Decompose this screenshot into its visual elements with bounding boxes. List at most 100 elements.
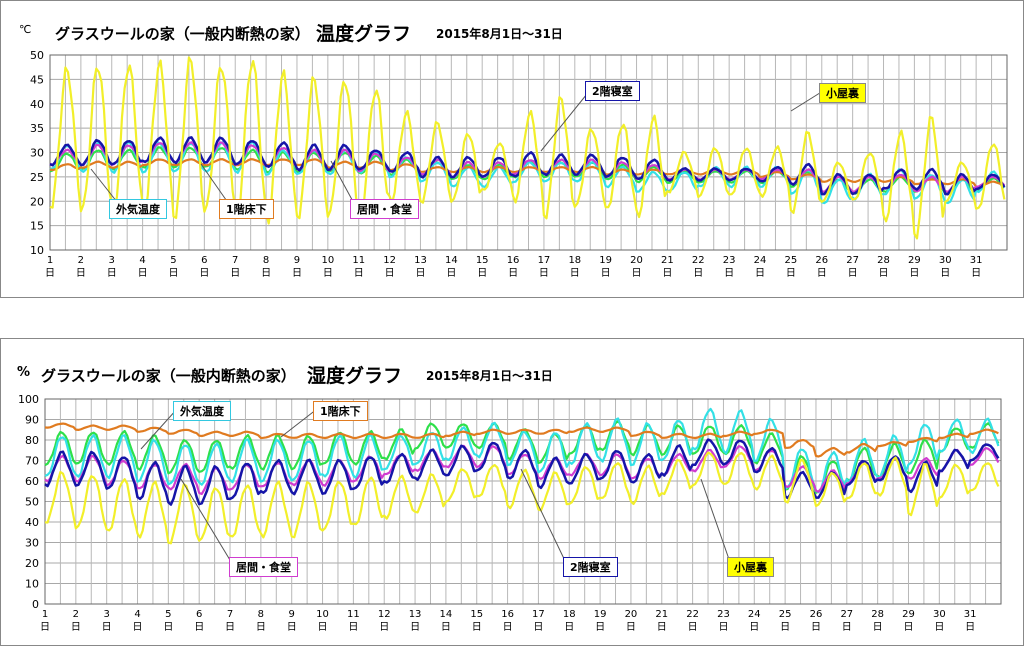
hum-xtick-suffix: 日 [873, 622, 883, 633]
hum-xtick-label: 6 [196, 609, 202, 620]
hum-callout-leader [520, 468, 568, 566]
temp-xtick-suffix: 日 [230, 268, 240, 279]
temp-xtick-suffix: 日 [354, 268, 364, 279]
temp-xtick-label: 22 [692, 255, 705, 266]
hum-ytick-label: 80 [25, 434, 39, 447]
hum-xtick-label: 27 [840, 609, 853, 620]
hum-xtick-suffix: 日 [965, 622, 975, 633]
hum-series-line [44, 444, 1000, 495]
temp-xtick-suffix: 日 [138, 268, 148, 279]
hum-callout-leader [700, 478, 732, 566]
hum-callout-leader [280, 408, 318, 438]
temp-xtick-suffix: 日 [940, 268, 950, 279]
temp-xtick-suffix: 日 [385, 268, 395, 279]
hum-xtick-label: 16 [501, 609, 514, 620]
hum-label-bedroom: 2階寝室 [563, 557, 618, 577]
temp-xtick-label: 2 [78, 255, 84, 266]
hum-xtick-label: 15 [470, 609, 483, 620]
hum-xtick-suffix: 日 [718, 622, 728, 633]
temp-xtick-suffix: 日 [570, 268, 580, 279]
temp-xtick-label: 23 [723, 255, 736, 266]
hum-xtick-label: 10 [316, 609, 329, 620]
hum-xtick-label: 20 [625, 609, 638, 620]
temp-xtick-label: 15 [476, 255, 489, 266]
temp-xtick-label: 14 [445, 255, 458, 266]
temp-ytick-label: 10 [30, 244, 44, 257]
temp-xtick-label: 1 [47, 255, 53, 266]
hum-ytick-label: 60 [25, 475, 39, 488]
hum-xtick-suffix: 日 [503, 622, 513, 633]
hum-xtick-label: 2 [73, 609, 79, 620]
temp-xtick-label: 27 [846, 255, 859, 266]
temp-ytick-label: 15 [30, 220, 44, 233]
temp-xtick-label: 20 [630, 255, 643, 266]
hum-xtick-suffix: 日 [379, 622, 389, 633]
hum-xtick-suffix: 日 [533, 622, 543, 633]
hum-xtick-label: 11 [347, 609, 360, 620]
hum-xtick-label: 30 [933, 609, 946, 620]
temp-xtick-label: 11 [352, 255, 365, 266]
hum-xtick-suffix: 日 [780, 622, 790, 633]
temp-label-bedroom: 2階寝室 [585, 81, 640, 101]
hum-xtick-label: 18 [563, 609, 576, 620]
temp-xtick-label: 6 [201, 255, 207, 266]
temp-chart-title-big: 温度グラフ [316, 23, 412, 45]
hum-ytick-label: 0 [32, 598, 39, 611]
temp-xtick-label: 19 [599, 255, 612, 266]
hum-ytick-label: 20 [25, 557, 39, 570]
temp-chart-subtitle: 2015年8月1日～31日 [436, 27, 563, 41]
hum-ytick-label: 10 [25, 578, 39, 591]
hum-ytick-label: 90 [25, 414, 39, 427]
temp-ytick-label: 40 [30, 98, 44, 111]
temp-plot-border [49, 54, 1008, 251]
hum-xtick-suffix: 日 [133, 622, 143, 633]
temp-xtick-label: 3 [109, 255, 115, 266]
temp-xtick-label: 4 [139, 255, 145, 266]
temp-xtick-label: 18 [568, 255, 581, 266]
hum-xtick-suffix: 日 [472, 622, 482, 633]
hum-xtick-suffix: 日 [903, 622, 913, 633]
hum-xtick-suffix: 日 [657, 622, 667, 633]
temp-series-line [49, 141, 1006, 205]
hum-xtick-label: 24 [748, 609, 761, 620]
temp-xtick-label: 24 [754, 255, 767, 266]
temp-series-line [49, 136, 1006, 196]
temp-xtick-suffix: 日 [508, 268, 518, 279]
temp-xtick-label: 29 [908, 255, 921, 266]
hum-xtick-label: 22 [686, 609, 699, 620]
temp-label-outdoor: 外気温度 [109, 199, 167, 219]
hum-xtick-suffix: 日 [163, 622, 173, 633]
temp-xtick-suffix: 日 [539, 268, 549, 279]
temp-xtick-suffix: 日 [755, 268, 765, 279]
hum-callout-leader [140, 408, 178, 450]
hum-xtick-label: 4 [134, 609, 140, 620]
temp-xtick-label: 12 [383, 255, 396, 266]
hum-xtick-suffix: 日 [71, 622, 81, 633]
temp-callout-leader [540, 88, 592, 152]
hum-label-outdoor: 外気温度 [173, 401, 231, 421]
hum-xtick-label: 25 [779, 609, 792, 620]
hum-xtick-label: 9 [289, 609, 295, 620]
temp-xtick-label: 30 [939, 255, 952, 266]
temp-xtick-label: 10 [321, 255, 334, 266]
temp-xtick-suffix: 日 [879, 268, 889, 279]
temp-xtick-label: 28 [877, 255, 890, 266]
hum-xtick-label: 8 [258, 609, 264, 620]
hum-xtick-label: 3 [103, 609, 109, 620]
hum-ytick-label: 50 [25, 496, 39, 509]
hum-xtick-label: 31 [964, 609, 977, 620]
hum-xtick-label: 7 [227, 609, 233, 620]
temp-xtick-label: 7 [232, 255, 238, 266]
temp-xtick-label: 21 [661, 255, 674, 266]
hum-xtick-label: 1 [42, 609, 48, 620]
temp-xtick-suffix: 日 [199, 268, 209, 279]
temp-series-line [49, 56, 1006, 240]
temp-xtick-suffix: 日 [601, 268, 611, 279]
temp-xtick-label: 25 [785, 255, 798, 266]
temp-xtick-label: 31 [970, 255, 983, 266]
temp-xtick-suffix: 日 [632, 268, 642, 279]
temp-xtick-label: 8 [263, 255, 269, 266]
hum-label-living: 居間・食堂 [229, 557, 298, 577]
temp-xtick-label: 16 [507, 255, 520, 266]
temp-xtick-suffix: 日 [415, 268, 425, 279]
